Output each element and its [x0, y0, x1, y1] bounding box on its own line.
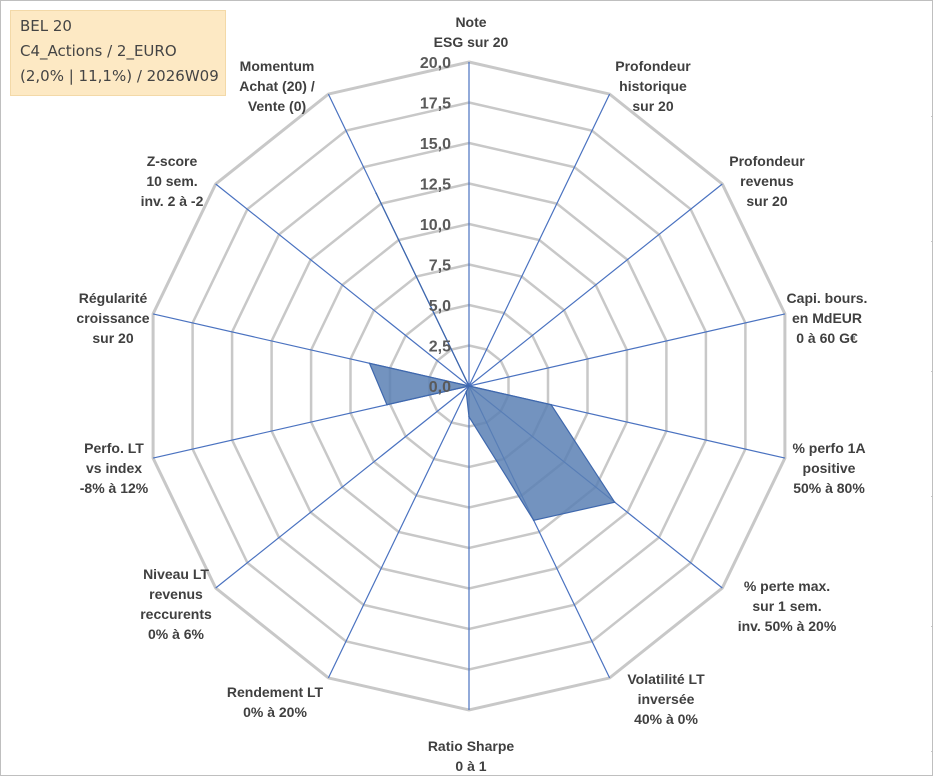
axis-spoke-4: [468, 313, 786, 387]
category-label-line: Niveau LT: [143, 566, 209, 582]
data-point-6: [613, 501, 616, 504]
tick-label-5: 12,5: [420, 177, 451, 194]
category-label-line: reccurents: [140, 606, 212, 622]
category-label-7: Volatilité LT inversée 40% à 0%: [627, 671, 705, 727]
category-label-line: revenus: [149, 586, 203, 602]
category-label-line: Momentum: [240, 58, 315, 74]
parameters-week: (2,0% | 11,1%) / 2026W09: [20, 67, 219, 85]
category-label-line: sur 1 sem.: [752, 598, 821, 614]
category-label-line: 10 sem.: [146, 173, 197, 189]
category-label-line: inv. 2 à -2: [141, 193, 204, 209]
data-point-5: [550, 403, 552, 406]
tick-label-4: 10,0: [420, 217, 451, 234]
category-label-14: Momentum Achat (20) / Vente (0): [239, 58, 315, 114]
tick-label-8: 20,0: [420, 55, 451, 72]
tick-label-7: 17,5: [420, 96, 451, 113]
data-point-11: [386, 403, 388, 406]
axis-spoke-3: [468, 183, 723, 387]
category-label-8: Ratio Sharpe 0 à 1: [428, 738, 515, 774]
data-point-8: [468, 416, 470, 418]
index-name: BEL 20: [20, 17, 72, 35]
category-label-11: Perfo. LT vs index -8% à 12%: [80, 440, 149, 496]
category-label-6: % perte max. sur 1 sem. inv. 50% à 20%: [738, 578, 837, 634]
category-label-line: Rendement LT: [227, 684, 324, 700]
category-label-line: Profondeur: [729, 153, 805, 169]
category-label-line: revenus: [740, 173, 794, 189]
category-label-line: historique: [619, 78, 687, 94]
axis-spoke-2: [468, 93, 611, 387]
category-label-line: 0% à 6%: [148, 626, 205, 642]
category-label-line: Ratio Sharpe: [428, 738, 515, 754]
axis-spoke-9: [327, 385, 470, 679]
category-label-9: Rendement LT 0% à 20%: [227, 684, 324, 720]
category-label-line: sur 20: [746, 193, 787, 209]
category-label-line: Note: [455, 14, 486, 30]
category-label-line: % perte max.: [744, 578, 830, 594]
category-label-line: Volatilité LT: [627, 671, 705, 687]
tick-layer: 0,0 2,5 5,0 7,5 10,0 12,5 15,0 17,5 20,0: [420, 55, 451, 396]
category-label-line: 0 à 60 G€: [796, 330, 858, 346]
data-point-7: [532, 519, 535, 522]
category-label-13: Z-score 10 sem. inv. 2 à -2: [141, 153, 204, 209]
series-layer: [368, 192, 616, 522]
category-label-line: sur 20: [632, 98, 673, 114]
category-label-3: Profondeur revenus sur 20: [729, 153, 805, 209]
category-label-line: 0% à 20%: [243, 704, 307, 720]
category-label-line: vs index: [86, 460, 142, 476]
category-label-10: Niveau LT revenus reccurents 0% à 6%: [140, 566, 212, 642]
scrollbar-track[interactable]: [926, 1, 932, 775]
category-label-line: inversée: [638, 691, 695, 707]
category-label-line: ESG sur 20: [434, 34, 509, 50]
data-point-9: [465, 391, 468, 393]
category-label-line: Vente (0): [248, 98, 306, 114]
category-label-line: croissance: [76, 310, 149, 326]
scrollbar-ticks: [931, 116, 932, 752]
category-label-line: 0 à 1: [455, 758, 486, 774]
category-label-line: 40% à 0%: [634, 711, 698, 727]
category-label-4: Capi. bours. en MdEUR 0 à 60 G€: [787, 290, 868, 346]
tick-label-1: 2,5: [429, 339, 451, 356]
category-label-line: -8% à 12%: [80, 480, 149, 496]
data-point-13: [468, 385, 470, 387]
category-label-line: positive: [803, 460, 856, 476]
data-point-14: [375, 192, 378, 195]
axis-spoke-10: [215, 385, 470, 589]
category-label-5: % perfo 1A positive 50% à 80%: [792, 440, 865, 496]
category-label-layer: Note ESG sur 20 Profondeur historique sur 20…: [76, 14, 867, 774]
tick-label-6: 15,0: [420, 136, 451, 153]
category-label-line: Perfo. LT: [84, 440, 144, 456]
category-label-line: 50% à 80%: [793, 480, 865, 496]
category-label-1: Note ESG sur 20: [434, 14, 509, 50]
category-label-12: Régularité croissance sur 20: [76, 290, 149, 346]
tick-label-2: 5,0: [429, 298, 451, 315]
info-box: BEL 20 C4_Actions / 2_EURO (2,0% | 11,1%…: [10, 10, 226, 96]
category-label-line: Achat (20) /: [239, 78, 315, 94]
data-point-12: [368, 362, 371, 365]
category-label-line: inv. 50% à 20%: [738, 618, 837, 634]
category-label-line: Régularité: [79, 290, 148, 306]
category-label-line: sur 20: [92, 330, 133, 346]
tick-label-3: 7,5: [429, 258, 451, 275]
axis-spoke-13: [215, 183, 470, 387]
series-area-1: [368, 193, 616, 521]
portfolio-category: C4_Actions / 2_EURO: [20, 42, 177, 60]
tick-label-0: 0,0: [429, 379, 451, 396]
category-label-line: Profondeur: [615, 58, 691, 74]
category-label-2: Profondeur historique sur 20: [615, 58, 691, 114]
category-label-line: % perfo 1A: [792, 440, 865, 456]
category-label-line: Capi. bours.: [787, 290, 868, 306]
category-label-line: en MdEUR: [792, 310, 862, 326]
category-label-line: Z-score: [147, 153, 198, 169]
